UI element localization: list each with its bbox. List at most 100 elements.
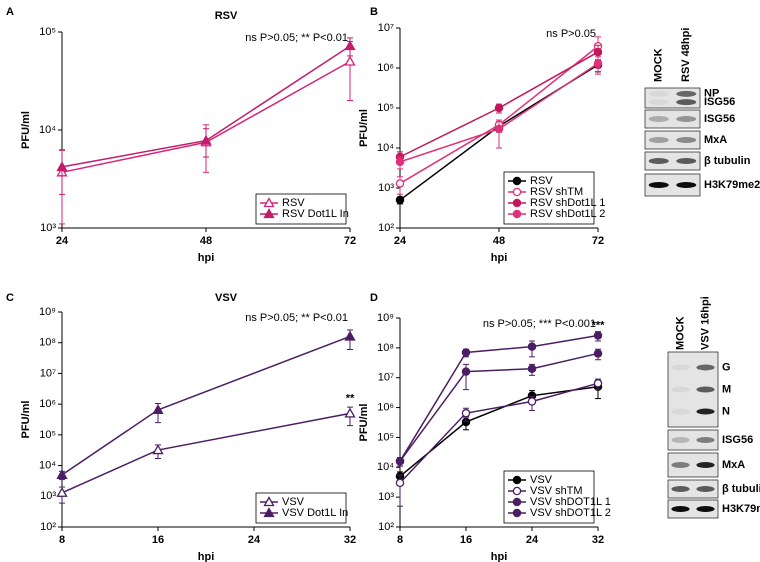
legend-marker [512, 176, 522, 186]
blot-band [648, 137, 669, 143]
x-tick-label: 72 [592, 235, 604, 247]
panel-letter: D [370, 292, 378, 304]
blot-band [696, 462, 715, 468]
legend-label: RSV [282, 197, 305, 209]
blot-column-label: VSV 16hpi [699, 296, 711, 350]
virus-heading: VSV [215, 292, 238, 304]
data-point [56, 468, 68, 479]
blot-band [648, 90, 669, 97]
x-tick-label: 16 [460, 534, 472, 546]
y-tick-label: 10⁵ [377, 431, 394, 443]
series-line [399, 385, 599, 477]
legend-label: VSV shTM [530, 485, 583, 497]
stats-note: ns P>0.05; ** P<0.01 [245, 32, 348, 44]
data-point [593, 331, 603, 340]
legend-marker [263, 208, 275, 219]
blot-band-label: β tubulin [722, 483, 760, 495]
blot-band [696, 364, 715, 371]
y-tick-label: 10⁹ [39, 306, 56, 318]
x-tick-label: 24 [526, 534, 539, 546]
blot-band [648, 158, 669, 164]
stats-note: ns P>0.05; ** P<0.01 [245, 312, 348, 324]
x-axis-label: hpi [491, 551, 508, 562]
x-tick-label: 32 [592, 534, 604, 546]
blot-band [696, 486, 715, 492]
blot-band [671, 486, 690, 492]
blot-panel [667, 429, 719, 451]
legend-label: RSV shDot1L 1 [530, 197, 605, 209]
y-tick-label: 10⁴ [39, 459, 56, 471]
data-point [395, 179, 405, 188]
y-tick-label: 10⁹ [377, 312, 394, 324]
legend-marker [263, 496, 275, 507]
y-tick-label: 10⁸ [377, 342, 394, 354]
blot-panel [667, 479, 719, 499]
data-point [56, 486, 68, 497]
series-line [61, 412, 351, 494]
data-point [344, 330, 356, 341]
data-point [461, 367, 471, 376]
data-point [494, 103, 504, 113]
data-point [593, 59, 603, 68]
blot-panel [644, 130, 701, 150]
blot-column-label: RSV 48hpi [680, 28, 692, 82]
x-axis-label: hpi [491, 252, 508, 264]
x-tick-label: 24 [248, 534, 261, 546]
series-line [399, 334, 599, 462]
blot-band [676, 137, 697, 143]
blot-panel [644, 151, 701, 171]
x-tick-label: 24 [56, 235, 69, 247]
blot-panel [644, 109, 701, 129]
legend-label: VSV shDOT1L 2 [530, 507, 611, 519]
blot-band [696, 408, 715, 415]
data-point [344, 55, 356, 66]
blot-band [696, 386, 715, 393]
x-axis-label: hpi [198, 551, 215, 562]
blot-band-label: N [722, 405, 730, 417]
blot-band [676, 99, 697, 106]
blot-band [648, 99, 669, 106]
legend-marker [512, 198, 522, 208]
y-tick-label: 10³ [378, 182, 394, 194]
y-axis-label: PFU/ml [20, 111, 32, 149]
y-tick-label: 10⁶ [39, 398, 56, 410]
legend-label: RSV [530, 175, 553, 187]
y-tick-label: 10³ [40, 490, 56, 502]
legend-marker [512, 497, 522, 507]
x-axis-label: hpi [198, 252, 215, 264]
y-tick-label: 10⁷ [40, 367, 56, 379]
blot-band [648, 116, 669, 122]
legend-marker [263, 507, 275, 518]
x-tick-label: 32 [344, 534, 356, 546]
legend-label: VSV [530, 474, 553, 486]
x-tick-label: 16 [152, 534, 164, 546]
blot-panel [644, 173, 701, 197]
blot-band [671, 364, 690, 371]
legend-label: VSV [282, 496, 305, 508]
blot-band [676, 116, 697, 122]
legend-label: RSV shTM [530, 186, 583, 198]
series-line [399, 45, 599, 185]
significance-mark: *** [592, 320, 606, 332]
data-point [593, 379, 603, 388]
data-point [200, 134, 212, 145]
data-point [344, 407, 356, 418]
y-tick-label: 10⁵ [39, 429, 56, 441]
y-tick-label: 10⁷ [378, 22, 394, 34]
stats-note: ns P>0.05 [546, 28, 596, 40]
blot-band-label: M [722, 383, 731, 395]
blot-band-label: ISG56 [704, 113, 735, 125]
stats-note: ns P>0.05; *** P<0.001 [483, 318, 596, 330]
blot-panel [667, 499, 719, 519]
y-tick-label: 10² [378, 521, 394, 533]
y-axis-label: PFU/ml [358, 109, 370, 147]
data-point [461, 348, 471, 357]
significance-mark: ** [346, 393, 355, 405]
data-point [395, 456, 405, 466]
data-point [56, 161, 68, 172]
data-point [593, 47, 603, 57]
blot-band [676, 182, 697, 188]
blot-band [696, 506, 715, 512]
legend-marker [263, 197, 275, 208]
data-point [593, 349, 603, 358]
